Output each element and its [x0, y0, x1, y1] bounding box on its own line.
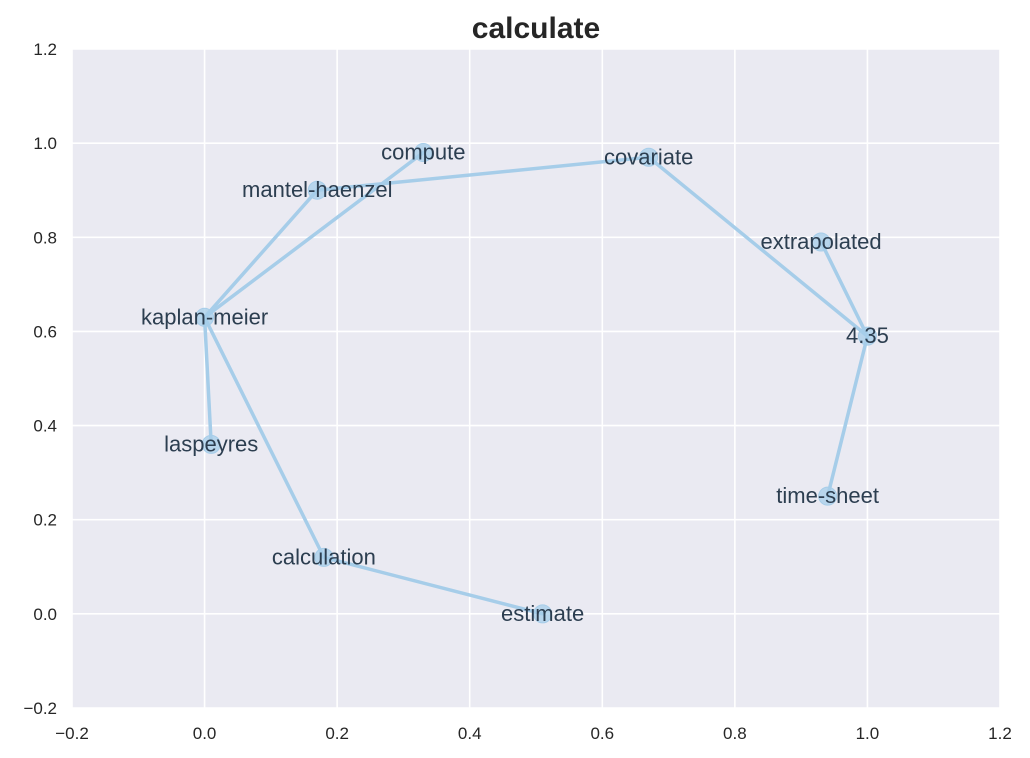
node-label-laspeyres: laspeyres [164, 431, 258, 456]
node-label-estimate: estimate [501, 601, 584, 626]
node-label-calculation: calculation [272, 544, 376, 569]
y-tick-label: 0.2 [33, 511, 57, 530]
y-tick-label: 1.2 [33, 40, 57, 59]
node-label-extrapolated: extrapolated [760, 229, 881, 254]
edge-4.35-time-sheet [825, 334, 870, 498]
edge-kaplan-meier-laspeyres [202, 315, 213, 447]
node-compute [413, 143, 433, 163]
edge-calculation-estimate [322, 555, 545, 616]
x-tick-label: 0.0 [193, 724, 217, 743]
edge-covariate-4.35 [646, 155, 870, 338]
edge-extrapolated-4.35 [819, 240, 870, 338]
edge-kaplan-meier-mantel-haenzel [202, 188, 320, 320]
node-label-mantel-haenzel: mantel-haenzel [242, 177, 392, 202]
edge-kaplan-meier-compute [202, 150, 426, 320]
y-tick-label: 0.4 [33, 417, 57, 436]
x-tick-label: 1.0 [856, 724, 880, 743]
y-tick-label: −0.2 [23, 699, 57, 718]
x-axis-ticks: −0.2 0.0 0.2 0.4 0.6 0.8 1.0 1.2 [55, 724, 1012, 743]
node-4.35 [857, 326, 877, 346]
x-tick-label: 0.8 [723, 724, 747, 743]
plot-area [72, 49, 1000, 708]
y-tick-label: 0.8 [33, 228, 57, 247]
node-labels: compute covariate mantel-haenzel extrapolat… [141, 140, 889, 626]
nodes [195, 143, 877, 624]
node-label-4.35: 4.35 [846, 323, 889, 348]
x-tick-label: −0.2 [55, 724, 89, 743]
y-tick-label: 1.0 [33, 134, 57, 153]
node-label-time-sheet: time-sheet [776, 483, 879, 508]
node-label-covariate: covariate [604, 144, 693, 169]
node-label-kaplan-meier: kaplan-meier [141, 304, 268, 329]
edge-kaplan-meier-calculation [202, 315, 326, 560]
y-tick-label: 0.6 [33, 322, 57, 341]
node-covariate [639, 147, 659, 167]
x-tick-label: 0.2 [325, 724, 349, 743]
edges [202, 150, 870, 616]
y-tick-label: 0.0 [33, 605, 57, 624]
x-tick-label: 1.2 [988, 724, 1012, 743]
x-tick-label: 0.6 [590, 724, 614, 743]
x-tick-label: 0.4 [458, 724, 482, 743]
edge-mantel-haenzel-covariate [315, 155, 651, 192]
chart-title: calculate [472, 12, 600, 45]
node-label-compute: compute [381, 140, 465, 165]
y-axis-ticks: −0.2 0.0 0.2 0.4 0.6 0.8 1.0 1.2 [23, 40, 57, 718]
node-kaplan-meier [195, 307, 215, 327]
node-time-sheet [818, 486, 838, 506]
node-laspeyres [201, 434, 221, 454]
node-estimate [533, 604, 553, 624]
node-mantel-haenzel [307, 180, 327, 200]
node-calculation [314, 547, 334, 567]
node-extrapolated [811, 232, 831, 252]
